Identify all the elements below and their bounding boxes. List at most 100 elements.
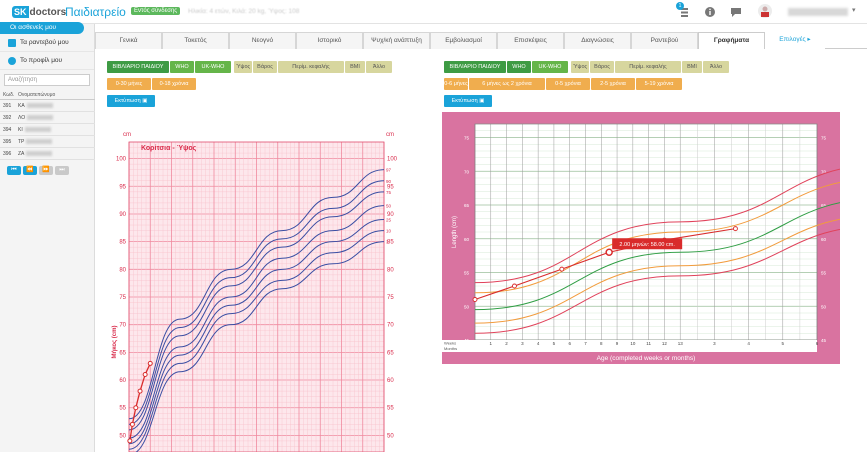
col-id: Κωδ.: [3, 91, 15, 98]
left-measure-height[interactable]: Ύψος: [234, 61, 252, 73]
tab-diagnoses[interactable]: Διαγνώσεις: [564, 32, 631, 49]
pager: ⏮ ⏪ ⏩ ⏭: [0, 160, 94, 175]
y-tick-label: 75: [119, 295, 126, 301]
tasks-icon[interactable]: [678, 5, 692, 19]
info-icon[interactable]: [704, 6, 718, 20]
right-measure-height[interactable]: Ύψος: [571, 61, 589, 73]
avatar[interactable]: [758, 4, 772, 18]
print-label: Εκτύπωση: [451, 98, 478, 104]
tab-appointments[interactable]: Ραντεβού: [631, 32, 698, 49]
right-range-0-6m[interactable]: 0-6 μήνες: [444, 78, 468, 90]
right-range-5-19y[interactable]: 5-19 χρόνια: [636, 78, 682, 90]
patients-table: Κωδ. Ονοματεπώνυμο 391 ΚΑ 392 ΛΟ 394 ΚΙ 395 Τ…: [0, 90, 95, 160]
right-measure-weight[interactable]: Βάρος: [590, 61, 614, 73]
right-source-booklet[interactable]: ΒΙΒΛΙΑΡΙΟ ΠΑΙΔΙΟΥ: [444, 61, 506, 73]
last-page-button[interactable]: ⏭: [55, 166, 69, 175]
table-row[interactable]: 391 ΚΑ: [0, 100, 95, 112]
x-tick-week: 13: [678, 341, 684, 346]
tab-options[interactable]: Επιλογές ▸: [765, 32, 825, 49]
y-tick-label: 95: [119, 184, 126, 190]
row-id: 394: [3, 126, 12, 133]
x-tick-week: 5: [553, 341, 556, 346]
right-measure-head[interactable]: Περίμ. κεφαλής: [615, 61, 681, 73]
sidebar-item-label: Τα ραντεβού μου: [20, 39, 69, 46]
right-source-ukwho[interactable]: UK-WHO: [532, 61, 568, 73]
table-row[interactable]: 395 ΤΡ: [0, 136, 95, 148]
prev-page-button[interactable]: ⏪: [23, 166, 37, 175]
tab-visits[interactable]: Επισκέψεις: [497, 32, 564, 49]
left-source-booklet[interactable]: ΒΙΒΛΙΑΡΙΟ ΠΑΙΔΙΟΥ: [107, 61, 169, 73]
tab-development[interactable]: Ψυχ/κή ανάπτυξη: [363, 32, 430, 49]
tab-history[interactable]: Ιστορικό: [296, 32, 363, 49]
right-measure-other[interactable]: Άλλο: [703, 61, 729, 73]
left-measure-weight[interactable]: Βάρος: [253, 61, 277, 73]
table-row[interactable]: 396 ΖΑ: [0, 148, 95, 160]
left-range-0-30[interactable]: 0-30 μήνες: [107, 78, 151, 90]
tab-birth[interactable]: Τοκετός: [162, 32, 229, 49]
left-source-ukwho[interactable]: UK-WHO: [195, 61, 231, 73]
patient-point: [137, 388, 143, 394]
right-range-0-5y[interactable]: 0-5 χρόνια: [546, 78, 590, 90]
right-source-who[interactable]: WHO: [507, 61, 531, 73]
y-tick-label: 55: [119, 406, 126, 412]
right-range-2-5y[interactable]: 2-5 χρόνια: [591, 78, 635, 90]
patient-info: Ηλικία: 4 ετών, Κιλά: 20 kg, Ύψος: 108: [188, 8, 300, 15]
tab-newborn[interactable]: Νεογνό: [229, 32, 296, 49]
right-measure-bmi[interactable]: BMI: [682, 61, 702, 73]
percentile-label: 10: [386, 229, 392, 234]
row-name: ΤΡ: [18, 138, 25, 145]
patient-point: [472, 297, 478, 302]
row-name: ΖΑ: [18, 150, 25, 157]
sidebar-item-appointments[interactable]: Τα ραντεβού μου: [0, 34, 94, 52]
left-measure-head[interactable]: Περίμ. κεφαλής: [278, 61, 344, 73]
percentile-label: 25: [386, 218, 392, 223]
printer-icon: ▣: [479, 98, 485, 104]
left-range-0-18[interactable]: 0-18 χρόνια: [152, 78, 196, 90]
logo-sk: SK: [12, 6, 29, 18]
tab-general[interactable]: Γενικά: [95, 32, 162, 49]
y-tick-label-right: 100: [387, 157, 398, 163]
next-page-button[interactable]: ⏩: [39, 166, 53, 175]
tab-vaccinations[interactable]: Εμβολιασμοί: [430, 32, 497, 49]
patient-point: [559, 266, 565, 272]
x-tick-week: 8: [600, 341, 603, 346]
percentile-label: 97: [386, 168, 392, 173]
chevron-down-icon[interactable]: ▾: [852, 7, 856, 14]
sk-doctors-logo[interactable]: SK doctors: [12, 5, 66, 19]
logo-doctors: doctors: [29, 6, 67, 18]
left-print-button[interactable]: Εκτύπωση ▣: [107, 95, 155, 107]
left-measure-bmi[interactable]: BMI: [345, 61, 365, 73]
table-row[interactable]: 392 ΛΟ: [0, 112, 95, 124]
sidebar-item-profile[interactable]: Το προφίλ μου: [0, 52, 94, 70]
left-source-who[interactable]: WHO: [170, 61, 194, 73]
section-title: Παιδιατρείο: [65, 5, 126, 19]
percentile-curve: [474, 218, 840, 324]
row-id: 392: [3, 114, 12, 121]
right-range-6m-2y[interactable]: 6 μήνες ως 2 χρόνια: [469, 78, 545, 90]
who-length-chart: 4545505055556060656570707575Length (cm)W…: [442, 112, 840, 364]
left-measure-other[interactable]: Άλλο: [366, 61, 392, 73]
first-page-button[interactable]: ⏮: [7, 166, 21, 175]
y-tick-label: 50: [119, 433, 126, 439]
percentile-curve: [128, 205, 385, 439]
y-tick-label-right: 55: [821, 271, 827, 276]
row-label-months: Months: [444, 346, 457, 351]
right-print-button[interactable]: Εκτύπωση ▣: [444, 95, 492, 107]
patient-point: [129, 421, 135, 427]
search-input[interactable]: Αναζήτηση: [4, 74, 90, 86]
sidebar-item-patients[interactable]: Οι ασθενείς μου: [0, 22, 84, 34]
percentile-label: 90: [386, 179, 392, 184]
tab-charts[interactable]: Γραφήματα: [698, 32, 765, 49]
user-name[interactable]: [788, 8, 848, 16]
patient-point: [512, 283, 517, 289]
y-tick-label: 65: [464, 203, 470, 208]
y-tick-label-right: 50: [821, 304, 827, 309]
x-tick-week: 11: [646, 341, 651, 346]
percentile-label: 3: [386, 240, 389, 245]
x-tick-week: 3: [521, 341, 524, 346]
table-row[interactable]: 394 ΚΙ: [0, 124, 95, 136]
x-tick-week: 2: [505, 341, 508, 346]
chat-icon[interactable]: [730, 6, 744, 20]
percentile-curve: [128, 191, 385, 431]
row-name: ΚΙ: [18, 126, 23, 133]
